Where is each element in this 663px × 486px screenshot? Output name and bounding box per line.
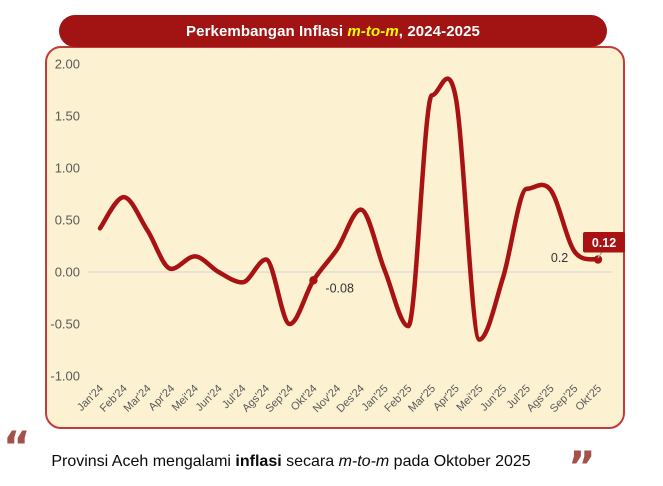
inflation-line-chart: 2.001.501.000.500.00-0.50-1.00Jan'24Feb'…: [50, 57, 625, 415]
caption-part5: pada Oktober 2025: [389, 453, 531, 470]
inflation-line: [97, 76, 601, 342]
callout-value: 0.12: [592, 236, 616, 250]
y-axis-label: 2.00: [55, 57, 80, 72]
x-axis-label: Jun'24: [194, 383, 225, 414]
chart-title-banner: Perkembangan Inflasi m-to-m, 2024-2025: [59, 15, 607, 47]
y-axis-label: 0.50: [55, 213, 80, 228]
y-axis-label: 1.50: [55, 109, 80, 124]
x-axis-label: Mar'25: [406, 383, 438, 415]
y-axis-label: -0.50: [50, 317, 80, 332]
callout-box: [582, 232, 625, 253]
open-quote-icon: “: [3, 422, 31, 471]
chart-title-part2: , 2024-2025: [398, 22, 480, 40]
caption-part2-bold: inflasi: [235, 453, 282, 470]
data-point-marker: [309, 276, 318, 285]
y-axis-label: 0.00: [55, 265, 80, 280]
chart-panel: [45, 46, 625, 429]
close-quote-icon: ”: [568, 442, 596, 486]
chart-title-part1: Perkembangan Inflasi: [186, 22, 348, 40]
caption-part4-italic: m-to-m: [338, 453, 390, 470]
y-axis-label: 1.00: [55, 161, 80, 176]
caption-text: Provinsi Aceh mengalami inflasi secara m…: [30, 453, 552, 471]
x-axis-label: Okt'25: [573, 383, 604, 414]
callout-leader-line: [597, 251, 603, 259]
data-label: -0.08: [325, 281, 354, 295]
caption-part1: Provinsi Aceh mengalami: [51, 453, 236, 470]
caption-part3: secara: [281, 453, 339, 470]
x-axis-label: Mar'24: [122, 383, 154, 415]
data-point-marker: [593, 255, 603, 264]
x-axis-label: Jun'25: [478, 383, 509, 414]
data-label: 0.2: [551, 251, 568, 265]
y-axis-label: -1.00: [50, 369, 80, 384]
chart-title-highlight: m-to-m: [347, 22, 399, 40]
